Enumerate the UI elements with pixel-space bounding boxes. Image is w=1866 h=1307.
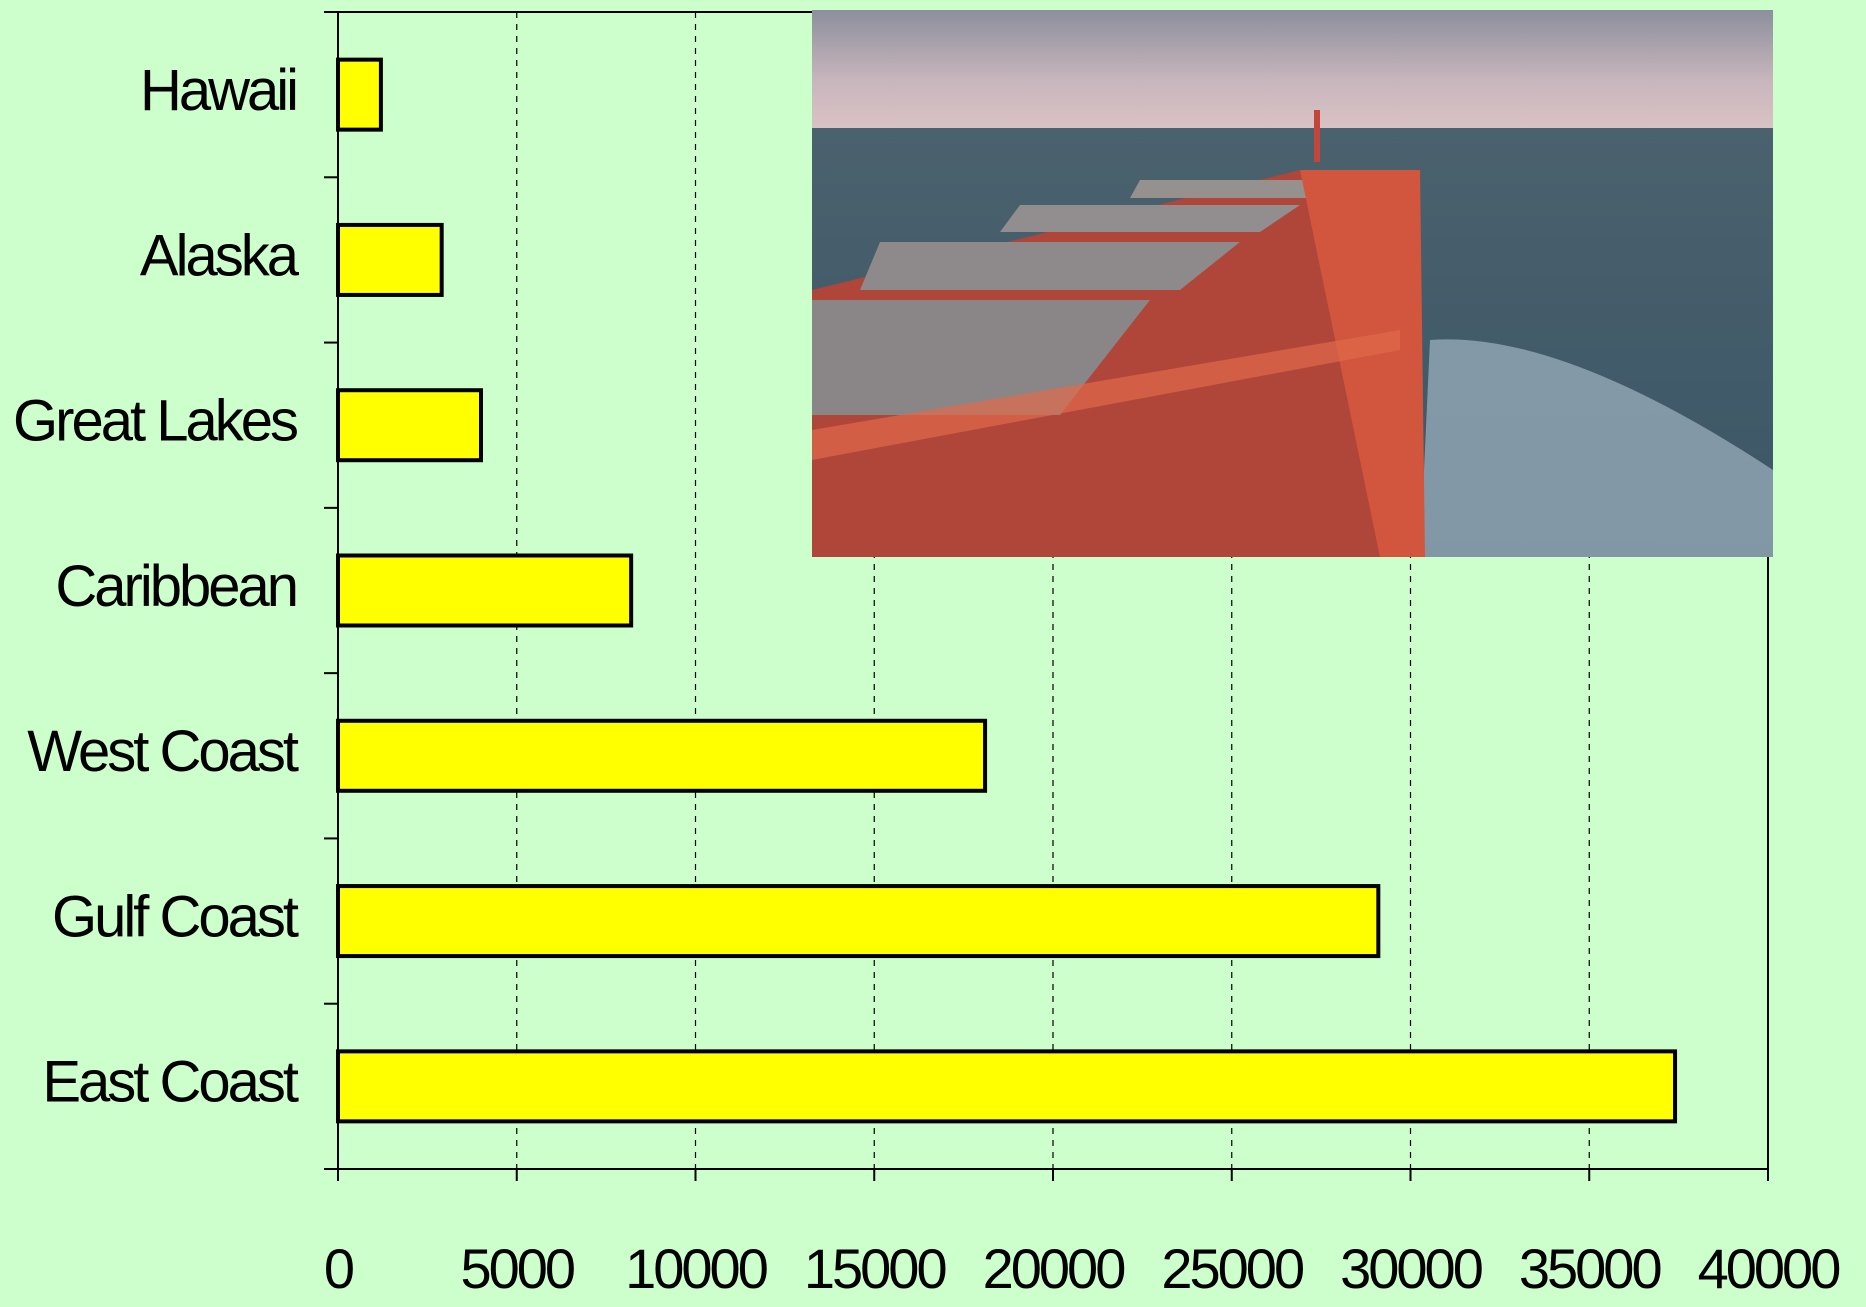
y-tick-label: Gulf Coast bbox=[52, 884, 299, 949]
y-tick-label: West Coast bbox=[27, 719, 299, 784]
x-tick-label: 40000 bbox=[1698, 1237, 1840, 1300]
bar bbox=[336, 1049, 1678, 1124]
bar bbox=[336, 553, 634, 628]
x-tick-label: 20000 bbox=[983, 1237, 1125, 1300]
x-tick-label: 5000 bbox=[460, 1237, 573, 1300]
bar bbox=[336, 57, 383, 132]
bars bbox=[336, 57, 1678, 1124]
y-tick-label: Hawaii bbox=[140, 58, 296, 123]
x-tick-label: 30000 bbox=[1340, 1237, 1482, 1300]
y-tick-label: Great Lakes bbox=[13, 389, 297, 454]
bar bbox=[336, 884, 1381, 959]
x-tick-label: 15000 bbox=[804, 1237, 946, 1300]
y-tick-label: Alaska bbox=[140, 223, 300, 288]
bar bbox=[336, 388, 483, 463]
y-tick-label: East Coast bbox=[42, 1050, 299, 1115]
x-tick-label: 35000 bbox=[1519, 1237, 1661, 1300]
axes: 0 5000 10000 15000 20000 25000 30000 35000 40000… bbox=[13, 11, 1842, 1300]
bar bbox=[336, 718, 988, 793]
y-tick-label: Caribbean bbox=[55, 554, 296, 619]
x-tick-label: 10000 bbox=[625, 1237, 767, 1300]
bar bbox=[336, 222, 444, 297]
x-tick-label: 25000 bbox=[1161, 1237, 1303, 1300]
ship-photo bbox=[812, 10, 1773, 557]
x-tick-label: 0 bbox=[324, 1237, 353, 1300]
